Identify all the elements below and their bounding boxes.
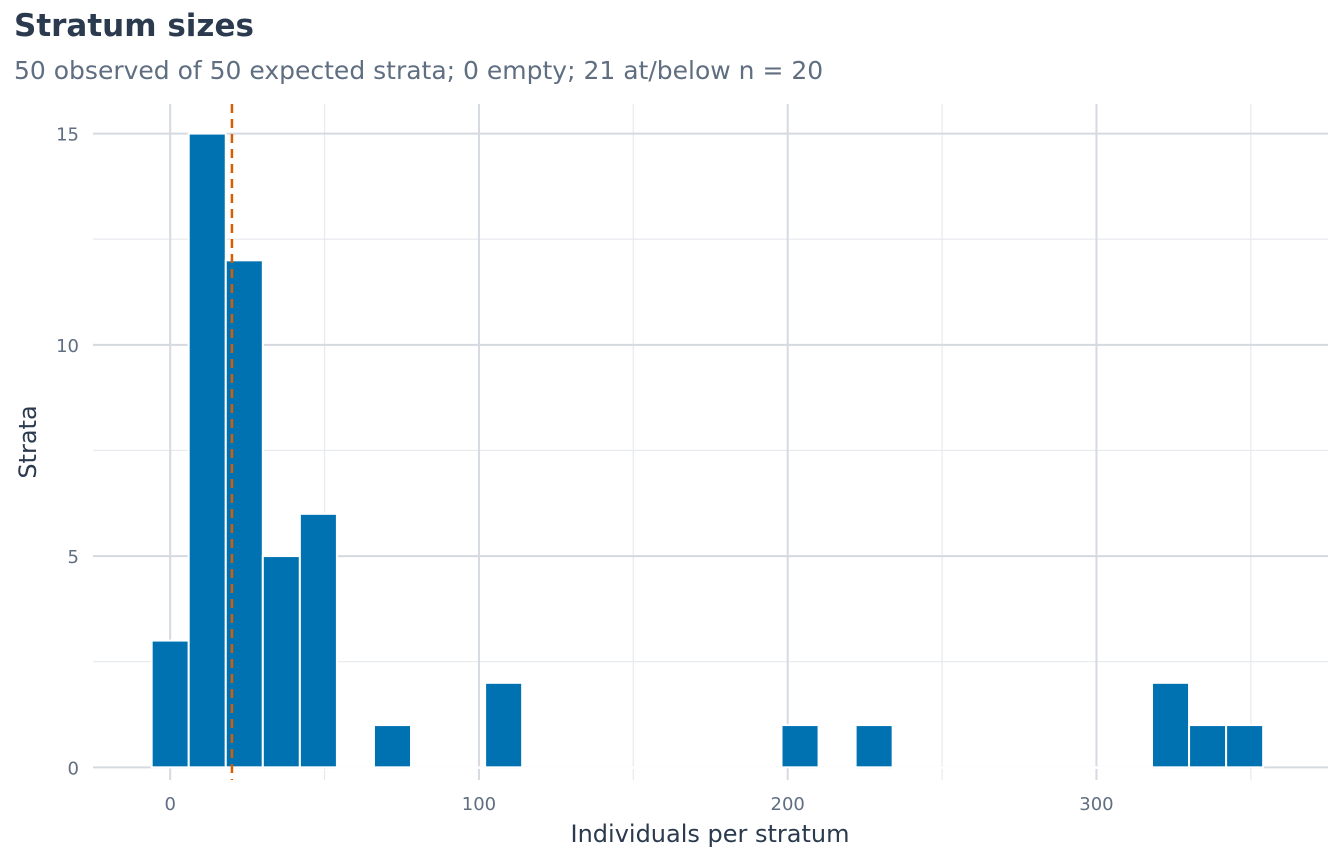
histogram-bar bbox=[410, 766, 450, 769]
x-tick-label: 0 bbox=[164, 794, 175, 815]
x-axis-ticks: 0 100 200 300 bbox=[164, 794, 1113, 815]
histogram-bar bbox=[1188, 724, 1228, 769]
histogram-bar bbox=[298, 512, 338, 769]
chart-subtitle: 50 observed of 50 expected strata; 0 emp… bbox=[14, 56, 824, 85]
histogram-bar bbox=[521, 766, 561, 769]
histogram-bar bbox=[484, 681, 524, 769]
histogram-bar bbox=[706, 766, 746, 769]
histogram-bar bbox=[891, 766, 931, 769]
histogram-bar bbox=[1076, 766, 1116, 769]
x-tick-label: 100 bbox=[462, 794, 496, 815]
x-axis-title: Individuals per stratum bbox=[571, 820, 850, 848]
histogram-bar bbox=[372, 724, 413, 769]
y-axis-title: Strata bbox=[14, 405, 42, 478]
histogram-bar bbox=[632, 766, 672, 769]
histogram-bar bbox=[780, 724, 820, 769]
x-tick-label: 300 bbox=[1079, 794, 1113, 815]
histogram-bar bbox=[150, 639, 190, 769]
histogram-bar bbox=[595, 766, 635, 769]
histogram-bar bbox=[335, 766, 375, 769]
histogram-bar bbox=[854, 724, 894, 769]
chart-title: Stratum sizes bbox=[14, 8, 254, 44]
histogram-bar bbox=[669, 766, 709, 769]
y-axis-ticks: 0 5 10 15 bbox=[56, 125, 79, 780]
histogram-bar bbox=[1002, 766, 1042, 769]
histogram-bar bbox=[743, 766, 783, 769]
histogram-bar bbox=[965, 766, 1005, 769]
y-tick-label: 15 bbox=[56, 125, 79, 146]
histogram-bar bbox=[1039, 766, 1079, 769]
histogram-bar bbox=[1151, 681, 1191, 769]
histogram-bar bbox=[558, 766, 598, 769]
histogram-bar bbox=[817, 766, 857, 769]
y-tick-label: 5 bbox=[68, 547, 79, 568]
histogram-bar bbox=[1225, 724, 1265, 769]
x-tick-label: 200 bbox=[771, 794, 805, 815]
histogram-bar bbox=[447, 766, 487, 769]
y-tick-label: 10 bbox=[56, 336, 79, 357]
y-tick-label: 0 bbox=[68, 758, 79, 779]
histogram-bar bbox=[1113, 766, 1154, 769]
histogram-bar bbox=[261, 555, 301, 769]
histogram-bar bbox=[928, 766, 968, 769]
histogram-bar bbox=[187, 132, 227, 769]
